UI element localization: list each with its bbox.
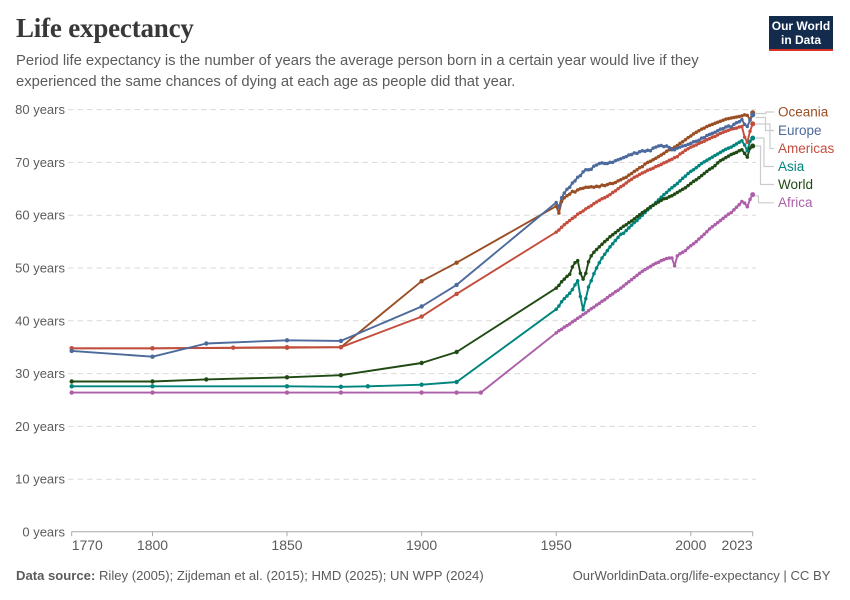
svg-text:1900: 1900: [406, 537, 437, 553]
svg-text:30 years: 30 years: [15, 366, 65, 381]
svg-text:Africa: Africa: [778, 195, 813, 210]
svg-text:1800: 1800: [137, 537, 168, 553]
svg-text:1850: 1850: [271, 537, 302, 553]
svg-text:World: World: [778, 177, 813, 192]
svg-text:Europe: Europe: [778, 123, 822, 138]
svg-text:0 years: 0 years: [22, 525, 65, 540]
svg-text:2000: 2000: [675, 537, 706, 553]
svg-text:80 years: 80 years: [15, 102, 65, 117]
svg-text:2023: 2023: [722, 537, 753, 553]
svg-text:Americas: Americas: [778, 141, 835, 156]
svg-text:Asia: Asia: [778, 159, 805, 174]
svg-text:60 years: 60 years: [15, 208, 65, 223]
svg-text:1770: 1770: [72, 537, 103, 553]
svg-text:10 years: 10 years: [15, 472, 65, 487]
svg-text:40 years: 40 years: [15, 313, 65, 328]
svg-text:1950: 1950: [541, 537, 572, 553]
svg-text:20 years: 20 years: [15, 419, 65, 434]
svg-text:70 years: 70 years: [15, 155, 65, 170]
svg-text:50 years: 50 years: [15, 261, 65, 276]
svg-text:Oceania: Oceania: [778, 105, 829, 120]
